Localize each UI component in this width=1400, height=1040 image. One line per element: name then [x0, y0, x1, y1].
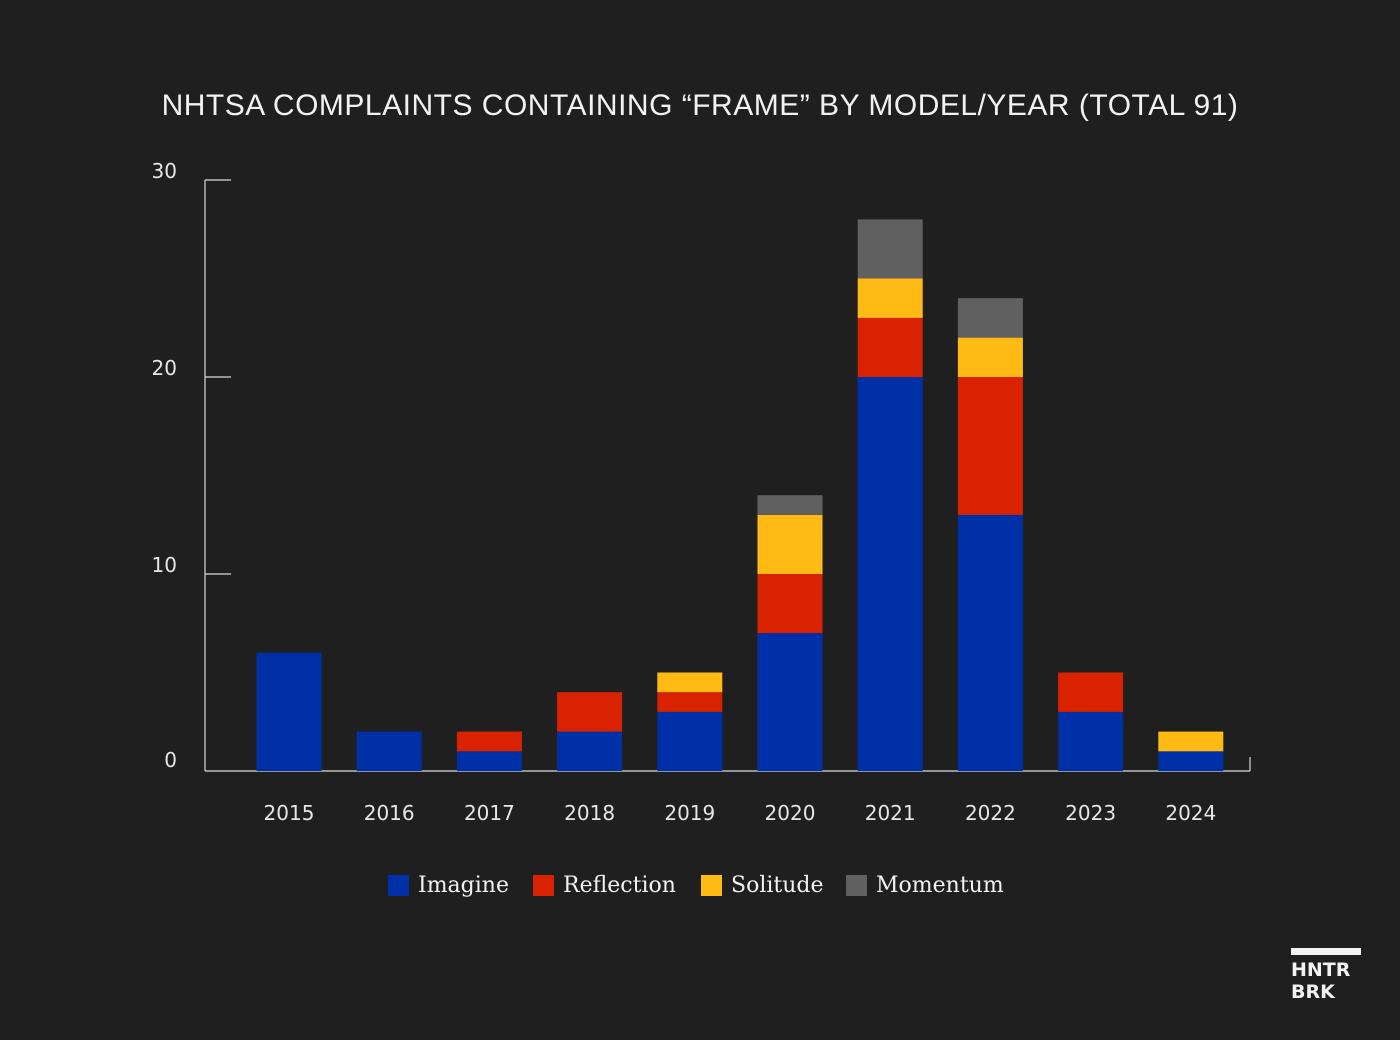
- bar-imagine-2023: [1058, 711, 1124, 771]
- bar-stack-2024: [1158, 731, 1224, 771]
- y-tick-label-10: 10: [152, 553, 177, 577]
- y-tick-label-30: 30: [152, 159, 177, 183]
- bar-stack-2019: [657, 672, 723, 771]
- bar-solitude-2022: [957, 337, 1023, 377]
- bar-reflection-2022: [957, 377, 1023, 515]
- x-tick-label-2024: 2024: [1165, 801, 1216, 825]
- bar-reflection-2020: [757, 574, 823, 634]
- bar-reflection-2021: [857, 317, 923, 377]
- legend-item-solitude: Solitude: [701, 873, 824, 898]
- legend-swatch-imagine: [388, 875, 409, 896]
- bar-imagine-2015: [256, 652, 322, 771]
- legend-swatch-solitude: [701, 875, 722, 896]
- bar-imagine-2019: [657, 711, 723, 771]
- bar-reflection-2018: [557, 692, 623, 732]
- legend-item-reflection: Reflection: [533, 873, 676, 898]
- bar-reflection-2017: [456, 731, 522, 752]
- legend-label-momentum: Momentum: [876, 873, 1004, 898]
- x-tick-label-2022: 2022: [965, 801, 1016, 825]
- y-ticks: 0 10 20 30: [152, 159, 231, 772]
- x-tick-label-2018: 2018: [564, 801, 615, 825]
- legend: Imagine Reflection Solitude Momentum: [388, 873, 1004, 898]
- legend-swatch-reflection: [533, 875, 554, 896]
- logo-line-2: BRK: [1291, 981, 1336, 1003]
- bar-momentum-2022: [957, 298, 1023, 338]
- x-tick-label-2021: 2021: [865, 801, 916, 825]
- bar-stack-2020: [757, 495, 823, 771]
- x-ticks: 2015 2016 2017 2018 2019 2020 2021 2022 2023 2024: [264, 801, 1217, 825]
- bar-stack-2017: [456, 731, 522, 771]
- legend-item-momentum: Momentum: [846, 873, 1004, 898]
- bar-solitude-2019: [657, 672, 723, 693]
- x-tick-label-2019: 2019: [664, 801, 715, 825]
- bar-stack-2023: [1058, 672, 1124, 771]
- bar-imagine-2020: [757, 633, 823, 771]
- bar-imagine-2017: [456, 751, 522, 771]
- x-tick-label-2016: 2016: [364, 801, 415, 825]
- bar-reflection-2019: [657, 692, 723, 712]
- bar-stack-2022: [957, 298, 1023, 771]
- y-tick-label-0: 0: [164, 748, 177, 772]
- logo-line-1: HNTR: [1291, 959, 1351, 981]
- bar-stack-2018: [557, 692, 623, 771]
- bar-solitude-2024: [1158, 731, 1224, 752]
- x-tick-label-2015: 2015: [264, 801, 315, 825]
- bar-imagine-2022: [957, 514, 1023, 771]
- bar-solitude-2020: [757, 514, 823, 574]
- x-tick-label-2020: 2020: [765, 801, 816, 825]
- bar-imagine-2021: [857, 377, 923, 771]
- x-tick-label-2017: 2017: [464, 801, 515, 825]
- logo-bar: [1291, 948, 1361, 955]
- bar-stack-2021: [857, 219, 923, 771]
- chart-title: NHTSA COMPLAINTS CONTAINING “FRAME” BY M…: [162, 89, 1239, 122]
- bar-imagine-2016: [356, 731, 422, 771]
- bar-imagine-2024: [1158, 751, 1224, 771]
- bar-momentum-2020: [757, 495, 823, 515]
- x-tick-label-2023: 2023: [1065, 801, 1116, 825]
- y-tick-label-20: 20: [152, 356, 177, 380]
- bar-solitude-2021: [857, 278, 923, 318]
- legend-label-reflection: Reflection: [563, 873, 676, 898]
- bar-stack-2016: [356, 731, 422, 771]
- bar-momentum-2021: [857, 219, 923, 279]
- legend-swatch-momentum: [846, 875, 867, 896]
- hntr-brk-logo: HNTR BRK: [1291, 948, 1361, 1003]
- bar-reflection-2023: [1058, 672, 1124, 712]
- legend-label-imagine: Imagine: [418, 873, 509, 898]
- legend-item-imagine: Imagine: [388, 873, 509, 898]
- bars: [256, 219, 1224, 771]
- bar-imagine-2018: [557, 731, 623, 771]
- bar-stack-2015: [256, 652, 322, 771]
- legend-label-solitude: Solitude: [731, 873, 824, 898]
